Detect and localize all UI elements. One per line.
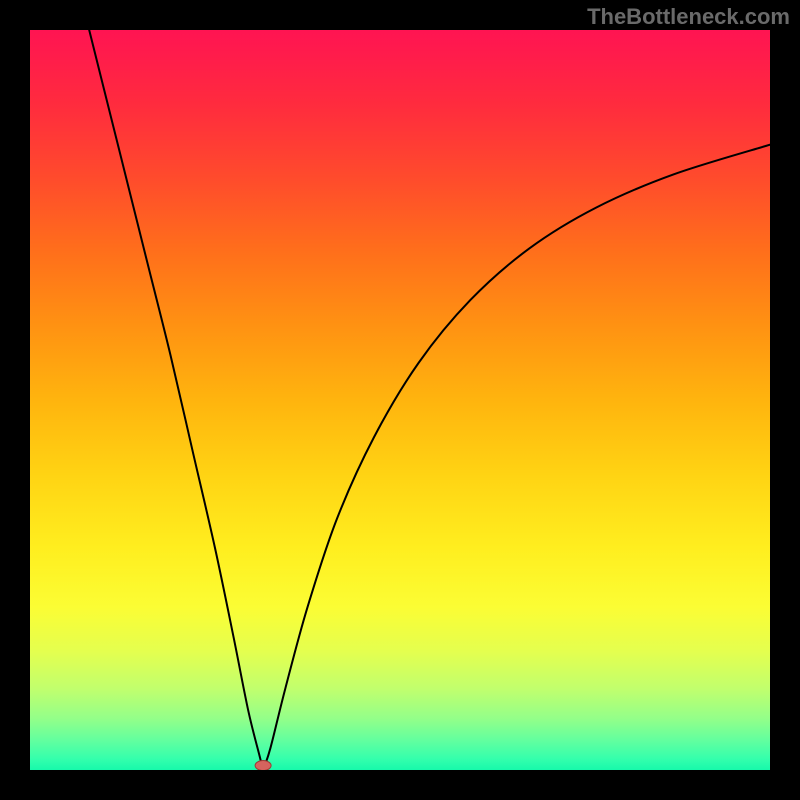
chart-area	[30, 30, 770, 770]
minimum-marker	[255, 761, 271, 770]
gradient-background	[30, 30, 770, 770]
watermark-text: TheBottleneck.com	[587, 4, 790, 30]
chart-svg	[30, 30, 770, 770]
